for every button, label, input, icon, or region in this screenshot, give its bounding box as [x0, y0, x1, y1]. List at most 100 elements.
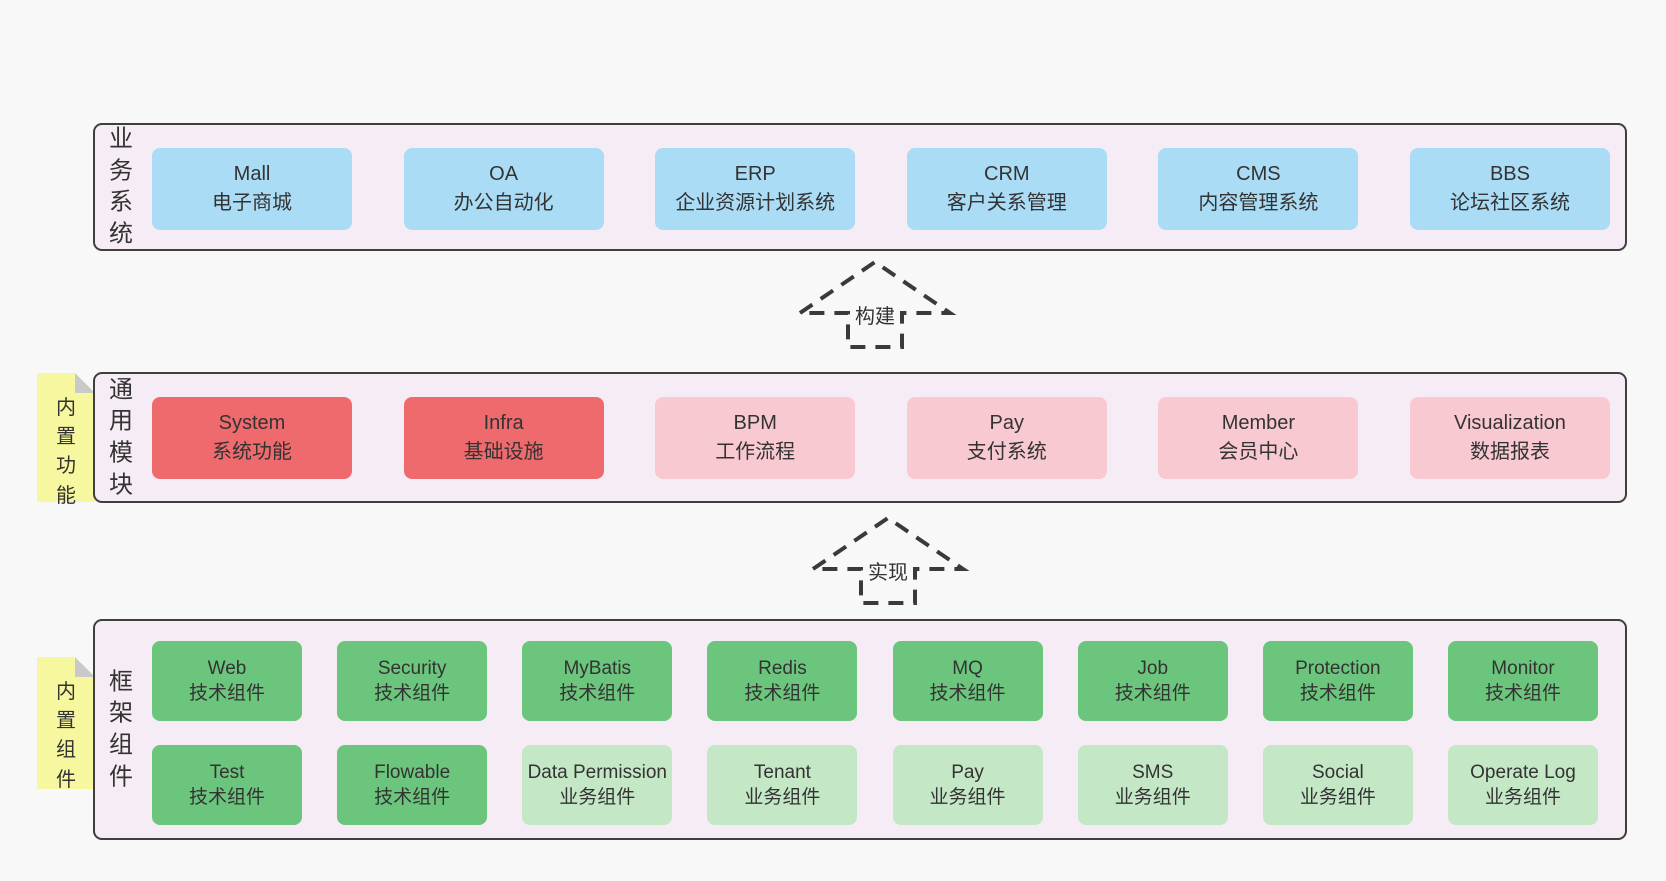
box-subtitle: 电子商城 [212, 192, 292, 214]
component-mybatis: MyBatis 技术组件 [522, 641, 673, 721]
box-subtitle: 技术组件 [1114, 683, 1191, 704]
component-web: Web 技术组件 [152, 641, 302, 721]
box-title: OA [489, 163, 519, 185]
box-subtitle: 客户关系管理 [946, 192, 1067, 214]
box-subtitle: 技术组件 [374, 787, 451, 808]
box-title: Social [1311, 761, 1364, 783]
component-flowable: Flowable 技术组件 [337, 745, 488, 825]
box-subtitle: 技术组件 [374, 683, 451, 704]
component-tenant: Tenant 业务组件 [707, 745, 858, 825]
box-title: Pay [951, 761, 984, 783]
box-subtitle: 技术组件 [188, 683, 265, 704]
box-title: Redis [758, 657, 807, 679]
component-data-permission: Data Permission 业务组件 [522, 745, 673, 825]
box-subtitle: 业务组件 [559, 787, 636, 808]
box-subtitle: 业务组件 [1484, 787, 1561, 808]
module-pay: Pay 支付系统 [906, 397, 1107, 479]
box-title: BPM [733, 412, 777, 434]
box-subtitle: 业务组件 [1299, 787, 1376, 808]
box-subtitle: 办公自动化 [453, 192, 554, 214]
sticky-note-text: 内置功能 [56, 397, 76, 507]
box-row: Test 技术组件 Flowable 技术组件 Data Permission … [152, 745, 1598, 825]
module-visualization: Visualization 数据报表 [1409, 397, 1610, 479]
component-security: Security 技术组件 [337, 641, 488, 721]
component-redis: Redis 技术组件 [707, 641, 858, 721]
box-subtitle: 业务组件 [1114, 787, 1191, 808]
panel-framework-components: 框架组件 Web 技术组件 Security 技术组件 MyBatis 技术组件… [93, 619, 1627, 840]
box-subtitle: 工作流程 [715, 441, 796, 463]
box-title: BBS [1489, 163, 1530, 185]
box-subtitle: 基础设施 [463, 441, 544, 463]
box-title: Visualization [1454, 412, 1566, 434]
module-erp: ERP 企业资源计划系统 [655, 148, 856, 230]
box-title: Security [377, 657, 447, 679]
panel-label: 业务系统 [109, 125, 133, 248]
box-title: CMS [1236, 163, 1281, 185]
module-infra: Infra 基础设施 [403, 397, 604, 479]
component-pay: Pay 业务组件 [892, 745, 1043, 825]
arrow-label: 实现 [863, 556, 913, 585]
box-subtitle: 技术组件 [559, 683, 636, 704]
box-subtitle: 业务组件 [744, 787, 821, 808]
box-title: Mall [233, 163, 271, 185]
module-cms: CMS 内容管理系统 [1158, 148, 1359, 230]
block-arrow-up-icon [806, 515, 970, 605]
box-row: Mall 电子商城 OA 办公自动化 ERP 企业资源计划系统 CRM 客户关系… [152, 148, 1610, 230]
component-test: Test 技术组件 [152, 745, 302, 825]
box-title: Protection [1295, 657, 1381, 679]
box-title: Pay [989, 412, 1025, 434]
panel-common-modules: 通用模块 System 系统功能 Infra 基础设施 BPM 工作流程 Pay… [93, 372, 1627, 503]
box-subtitle: 会员中心 [1218, 441, 1299, 463]
component-monitor: Monitor 技术组件 [1447, 641, 1598, 721]
component-sms: SMS 业务组件 [1077, 745, 1228, 825]
box-title: MQ [952, 657, 983, 679]
box-title: Web [207, 657, 247, 679]
arrow-build-up: 构建 [790, 256, 960, 352]
box-subtitle: 企业资源计划系统 [675, 192, 836, 214]
block-arrow-up-icon [793, 259, 957, 349]
box-subtitle: 论坛社区系统 [1449, 192, 1570, 214]
box-title: ERP [734, 163, 776, 185]
box-subtitle: 数据报表 [1469, 441, 1550, 463]
component-mq: MQ 技术组件 [892, 641, 1043, 721]
box-title: Job [1137, 657, 1169, 679]
component-operate-log: Operate Log 业务组件 [1447, 745, 1598, 825]
sticky-note-built-in-components: 内置组件 [37, 657, 95, 791]
box-title: CRM [984, 163, 1030, 185]
module-oa: OA 办公自动化 [403, 148, 604, 230]
module-bbs: BBS 论坛社区系统 [1409, 148, 1610, 230]
box-title: Infra [483, 412, 524, 434]
component-protection: Protection 技术组件 [1262, 641, 1413, 721]
box-title: Operate Log [1470, 761, 1576, 783]
box-title: Test [209, 761, 245, 783]
module-member: Member 会员中心 [1158, 397, 1359, 479]
box-subtitle: 内容管理系统 [1198, 192, 1319, 214]
panel-business-systems: 业务系统 Mall 电子商城 OA 办公自动化 ERP 企业资源计划系统 CRM… [93, 123, 1627, 251]
box-row: Web 技术组件 Security 技术组件 MyBatis 技术组件 Redi… [152, 641, 1598, 721]
box-subtitle: 支付系统 [966, 441, 1047, 463]
sticky-note-text: 内置组件 [56, 681, 76, 791]
box-title: System [218, 412, 286, 434]
box-title: Monitor [1491, 657, 1555, 679]
box-subtitle: 技术组件 [188, 787, 265, 808]
sticky-note-built-in-features: 内置功能 [37, 373, 95, 507]
module-crm: CRM 客户关系管理 [906, 148, 1107, 230]
box-subtitle: 技术组件 [1299, 683, 1376, 704]
component-job: Job 技术组件 [1077, 641, 1228, 721]
module-mall: Mall 电子商城 [152, 148, 352, 230]
box-title: Member [1221, 412, 1296, 434]
box-subtitle: 业务组件 [929, 787, 1006, 808]
arrow-implement-up: 实现 [803, 512, 973, 608]
box-row: System 系统功能 Infra 基础设施 BPM 工作流程 Pay 支付系统… [152, 397, 1610, 479]
box-title: SMS [1132, 761, 1174, 783]
arrow-label: 构建 [850, 300, 900, 329]
component-social: Social 业务组件 [1262, 745, 1413, 825]
box-subtitle: 技术组件 [1484, 683, 1561, 704]
box-title: Flowable [374, 761, 451, 783]
box-title: MyBatis [563, 657, 632, 679]
panel-label: 框架组件 [109, 668, 133, 791]
box-subtitle: 技术组件 [929, 683, 1006, 704]
box-title: Tenant [753, 761, 811, 783]
box-title: Data Permission [527, 761, 667, 783]
box-subtitle: 系统功能 [212, 441, 292, 463]
